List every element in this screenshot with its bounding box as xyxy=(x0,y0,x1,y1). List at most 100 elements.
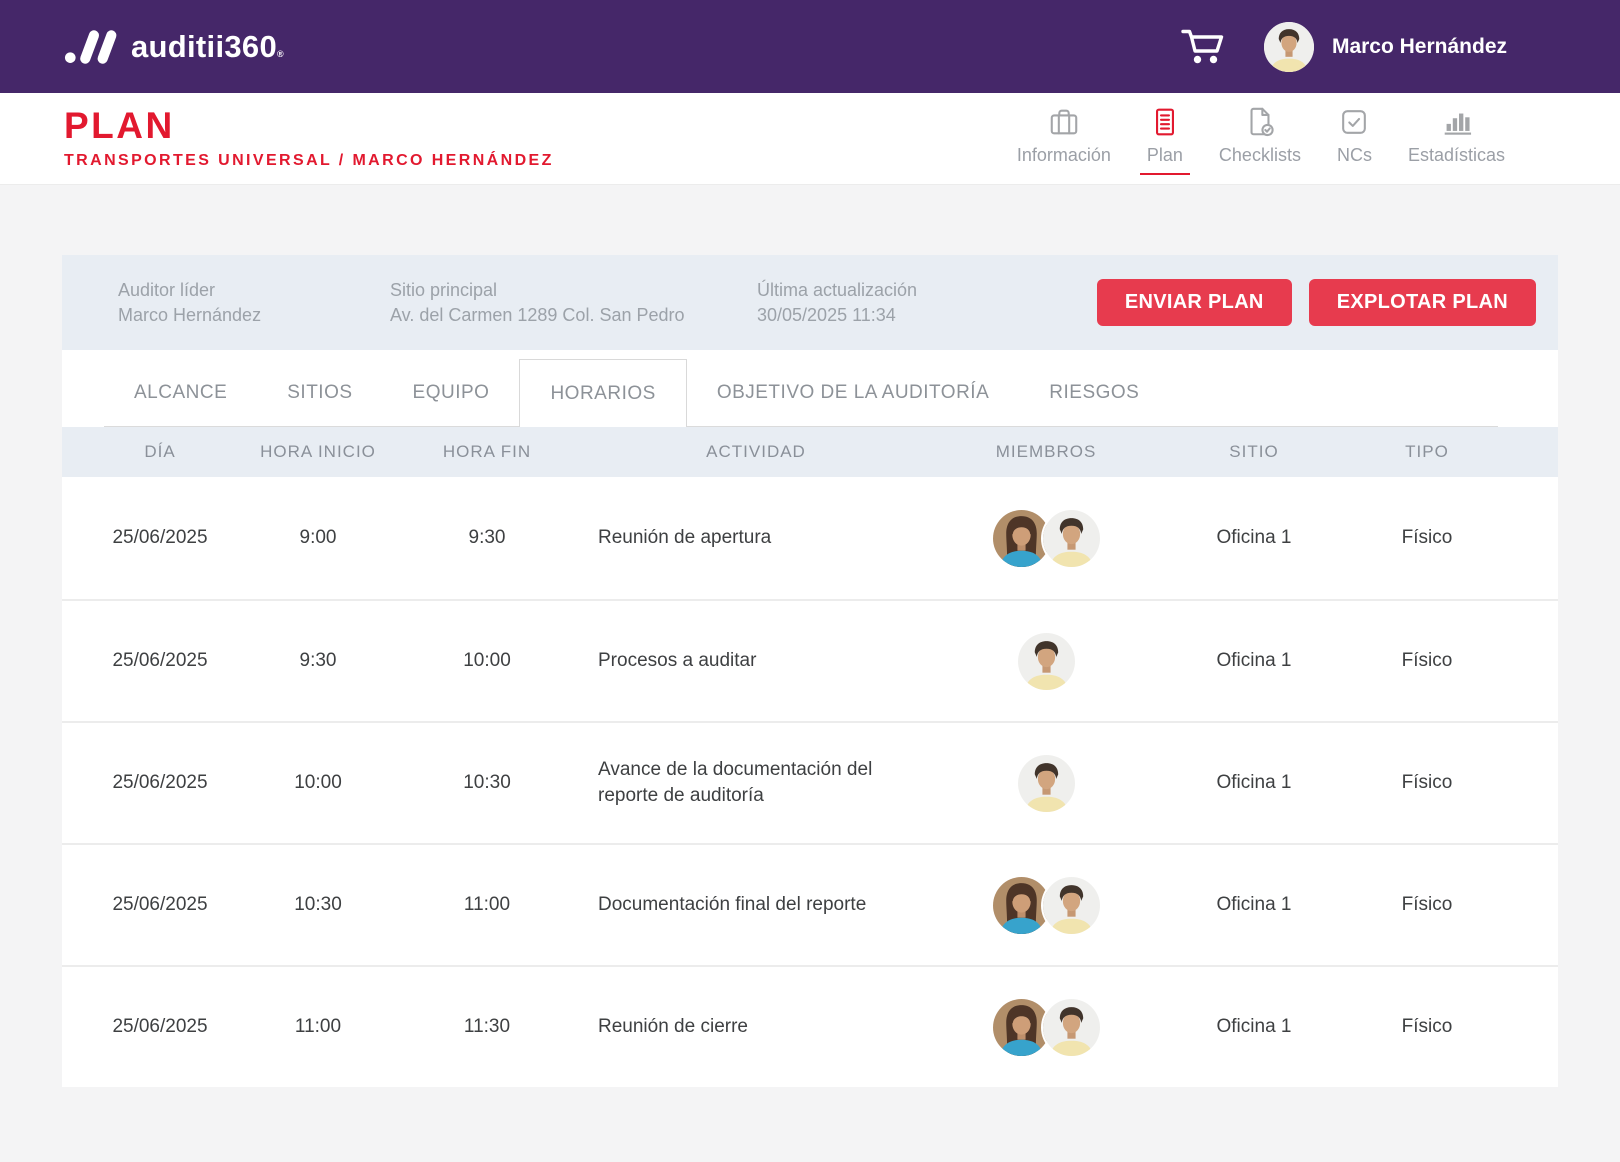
column-header-tipo: TIPO xyxy=(1405,442,1449,461)
cell-dia: 25/06/2025 xyxy=(112,772,208,793)
field-value: 30/05/2025 11:34 xyxy=(757,304,896,325)
avatar-male xyxy=(1017,754,1075,812)
nav-label: Información xyxy=(1016,145,1111,165)
cart-icon[interactable] xyxy=(1180,26,1226,68)
field-ultima-actualizacion: Última actualización 30/05/2025 11:34 xyxy=(757,278,1007,328)
avatar-male xyxy=(1042,998,1100,1056)
table-header: DÍA HORA INICIO HORA FIN ACTIVIDAD MIEMB… xyxy=(62,427,1558,477)
field-auditor-lider: Auditor líder Marco Hernández xyxy=(118,278,390,328)
cell-tipo: Físico xyxy=(1401,772,1453,793)
column-header-dia: DÍA xyxy=(144,442,176,461)
avatar-male xyxy=(1042,509,1100,567)
nav-item-ncs[interactable]: NCs xyxy=(1337,102,1372,175)
field-label: Sitio principal xyxy=(390,279,498,300)
cell-hora-inicio: 10:00 xyxy=(294,772,342,793)
member-avatars xyxy=(936,509,1156,567)
avatar-male xyxy=(1042,876,1100,934)
cell-tipo: Físico xyxy=(1401,527,1453,548)
cell-dia: 25/06/2025 xyxy=(112,1016,208,1037)
breadcrumb: TRANSPORTES UNIVERSAL / MARCO HERNÁNDEZ xyxy=(64,152,554,169)
user-name[interactable]: Marco Hernández xyxy=(1331,34,1507,58)
avatar-female xyxy=(992,998,1050,1056)
plan-tabs: ALCANCE SITIOS EQUIPO HORARIOS OBJETIVO … xyxy=(62,350,1558,427)
cell-tipo: Físico xyxy=(1401,894,1453,915)
cell-actividad: Reunión de cierre xyxy=(598,1016,748,1037)
cell-hora-inicio: 9:30 xyxy=(299,650,337,671)
cell-hora-fin: 11:00 xyxy=(463,894,511,915)
section-nav: Información Plan xyxy=(1017,102,1505,175)
cell-tipo: Físico xyxy=(1401,650,1453,671)
page-header: PLAN TRANSPORTES UNIVERSAL / MARCO HERNÁ… xyxy=(0,93,1620,185)
table-row[interactable]: 25/06/2025 11:00 11:30 Reunión de cierre… xyxy=(62,965,1558,1087)
avatar-male xyxy=(1017,632,1075,690)
nav-item-checklists[interactable]: Checklists xyxy=(1219,102,1301,175)
member-avatars xyxy=(936,998,1156,1056)
tab-riesgos[interactable]: RIESGOS xyxy=(1049,382,1140,403)
table-row[interactable]: 25/06/2025 9:00 9:30 Reunión de apertura… xyxy=(62,477,1558,599)
cell-sitio: Oficina 1 xyxy=(1216,1016,1292,1037)
tab-horarios[interactable]: HORARIOS xyxy=(519,359,687,427)
nav-label: Checklists xyxy=(1218,145,1301,165)
cell-sitio: Oficina 1 xyxy=(1216,527,1292,548)
cell-hora-fin: 10:30 xyxy=(463,772,511,793)
user-avatar[interactable] xyxy=(1263,21,1314,72)
column-header-hora-inicio: HORA INICIO xyxy=(260,442,376,461)
document-lines-icon xyxy=(1150,102,1180,138)
cell-actividad: Avance de la documentación del reporte d… xyxy=(598,759,873,806)
nav-active-underline xyxy=(1139,173,1190,175)
cell-dia: 25/06/2025 xyxy=(112,527,208,548)
cell-dia: 25/06/2025 xyxy=(112,650,208,671)
field-value: Av. del Carmen 1289 Col. San Pedro xyxy=(390,304,685,325)
member-avatars xyxy=(936,754,1156,812)
column-header-actividad: ACTIVIDAD xyxy=(706,442,806,461)
table-row[interactable]: 25/06/2025 9:30 10:00 Procesos a auditar… xyxy=(62,599,1558,721)
bar-chart-icon xyxy=(1439,102,1473,138)
cell-hora-inicio: 11:00 xyxy=(294,1016,342,1037)
cell-hora-fin: 9:30 xyxy=(468,527,506,548)
trademark-symbol: ® xyxy=(277,48,284,59)
schedule-table-body: 25/06/2025 9:00 9:30 Reunión de apertura… xyxy=(62,477,1558,1087)
nav-label: NCs xyxy=(1336,145,1372,165)
explotar-plan-button[interactable]: EXPLOTAR PLAN xyxy=(1308,279,1536,326)
top-bar: auditii360® Marco Hernández xyxy=(0,0,1620,93)
nav-item-estadisticas[interactable]: Estadísticas xyxy=(1408,102,1505,175)
avatar-female xyxy=(992,509,1050,567)
avatar-female xyxy=(992,876,1050,934)
member-avatars xyxy=(936,632,1156,690)
cell-hora-inicio: 10:30 xyxy=(294,894,342,915)
brand-logo: auditii360® xyxy=(64,27,284,67)
cell-sitio: Oficina 1 xyxy=(1216,772,1292,793)
field-label: Última actualización xyxy=(757,279,918,300)
field-sitio-principal: Sitio principal Av. del Carmen 1289 Col.… xyxy=(390,278,757,328)
brand-logo-icon xyxy=(64,27,122,67)
tab-equipo[interactable]: EQUIPO xyxy=(412,382,490,403)
nav-label: Plan xyxy=(1146,145,1183,165)
cell-hora-inicio: 9:00 xyxy=(299,527,337,548)
column-header-sitio: SITIO xyxy=(1229,442,1279,461)
field-label: Auditor líder xyxy=(118,279,216,300)
member-avatars xyxy=(936,876,1156,934)
checkbox-check-icon xyxy=(1338,102,1370,138)
cell-sitio: Oficina 1 xyxy=(1216,894,1292,915)
plan-summary-panel: Auditor líder Marco Hernández Sitio prin… xyxy=(62,255,1558,350)
cell-tipo: Físico xyxy=(1401,1016,1453,1037)
cell-actividad: Documentación final del reporte xyxy=(598,894,867,915)
brand-name: auditii360® xyxy=(131,28,284,64)
table-row[interactable]: 25/06/2025 10:30 11:00 Documentación fin… xyxy=(62,843,1558,965)
plan-card: Auditor líder Marco Hernández Sitio prin… xyxy=(62,255,1558,1087)
nav-item-informacion[interactable]: Información xyxy=(1017,102,1111,175)
page-title: PLAN xyxy=(64,105,175,146)
tab-alcance[interactable]: ALCANCE xyxy=(134,382,228,403)
table-row[interactable]: 25/06/2025 10:00 10:30 Avance de la docu… xyxy=(62,721,1558,843)
cell-dia: 25/06/2025 xyxy=(112,894,208,915)
tab-objetivo-de-la-auditoria[interactable]: OBJETIVO DE LA AUDITORÍA xyxy=(716,382,990,403)
cell-sitio: Oficina 1 xyxy=(1216,650,1292,671)
document-check-icon xyxy=(1243,102,1277,138)
column-header-miembros: MIEMBROS xyxy=(995,442,1097,461)
cell-actividad: Procesos a auditar xyxy=(598,650,757,671)
nav-item-plan[interactable]: Plan xyxy=(1139,102,1190,175)
tab-sitios[interactable]: SITIOS xyxy=(287,382,353,403)
cell-hora-fin: 11:30 xyxy=(463,1016,511,1037)
cell-hora-fin: 10:00 xyxy=(463,650,511,671)
enviar-plan-button[interactable]: ENVIAR PLAN xyxy=(1096,279,1292,326)
